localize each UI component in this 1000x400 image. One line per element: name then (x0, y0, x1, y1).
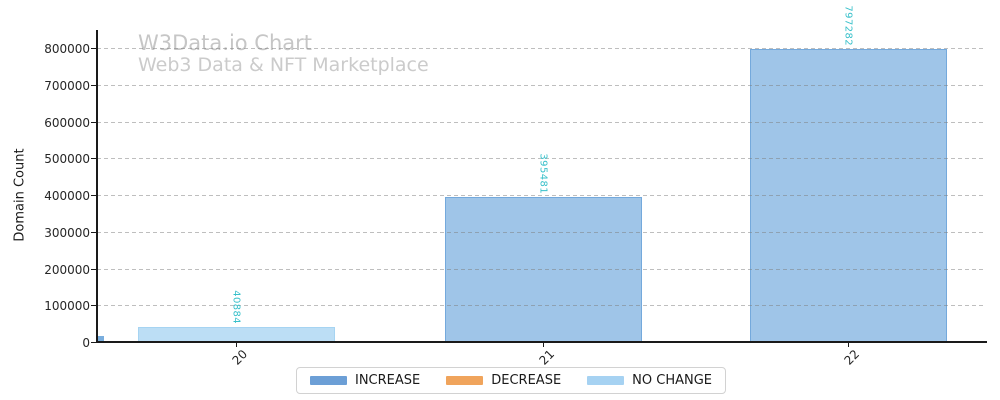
y-tick-label: 100000 (44, 299, 90, 313)
gridline (97, 269, 985, 270)
bar-value-label: 40884 (230, 290, 242, 324)
y-tick-label: 500000 (44, 152, 90, 166)
legend-swatch (446, 376, 484, 385)
y-tick-mark (91, 48, 96, 50)
y-tick-label: 0 (82, 336, 90, 350)
y-tick-mark (91, 122, 96, 124)
x-axis-line (96, 341, 987, 343)
y-tick-label: 200000 (44, 263, 90, 277)
legend-item-increase: INCREASE (310, 373, 420, 388)
bar-value-label: 395481 (537, 153, 549, 194)
gridline (97, 48, 985, 49)
y-tick-mark (91, 195, 96, 197)
y-tick-label: 600000 (44, 116, 90, 130)
y-tick-label: 800000 (44, 42, 90, 56)
y-tick-mark (91, 305, 96, 307)
legend: INCREASE DECREASE NO CHANGE (296, 367, 727, 394)
clipped-bar-artifact (98, 336, 104, 342)
y-tick-mark (91, 158, 96, 160)
legend-label: NO CHANGE (632, 373, 713, 388)
chart-subtitle: Web3 Data & NFT Marketplace (138, 54, 429, 76)
bar-20 (137, 327, 335, 342)
gridline (97, 195, 985, 196)
bar-value-label: 797282 (842, 5, 854, 46)
legend-label: DECREASE (491, 373, 562, 388)
y-tick-mark (91, 342, 96, 344)
gridline (97, 85, 985, 86)
legend-label: INCREASE (355, 373, 421, 388)
gridline (97, 232, 985, 233)
x-tick-mark (543, 343, 545, 347)
legend-item-no-change: NO CHANGE (587, 373, 712, 388)
x-tick-label: 22 (841, 347, 862, 368)
x-tick-label: 21 (536, 347, 557, 368)
gridline (97, 158, 985, 159)
chart-title: W3Data.io Chart (138, 31, 313, 55)
legend-swatch (587, 376, 625, 385)
x-tick-mark (848, 343, 850, 347)
y-tick-label: 400000 (44, 189, 90, 203)
x-tick-mark (236, 343, 238, 347)
y-tick-mark (91, 269, 96, 271)
legend-swatch (310, 376, 347, 385)
y-tick-label: 700000 (44, 79, 90, 93)
y-axis-label: Domain Count (12, 148, 28, 242)
x-tick-label: 20 (229, 347, 250, 368)
gridline (97, 122, 985, 123)
gridline (97, 305, 985, 306)
y-tick-label: 300000 (44, 226, 90, 240)
y-tick-mark (91, 85, 96, 87)
y-axis-line (96, 30, 98, 342)
legend-item-decrease: DECREASE (446, 373, 561, 388)
y-tick-mark (91, 232, 96, 234)
